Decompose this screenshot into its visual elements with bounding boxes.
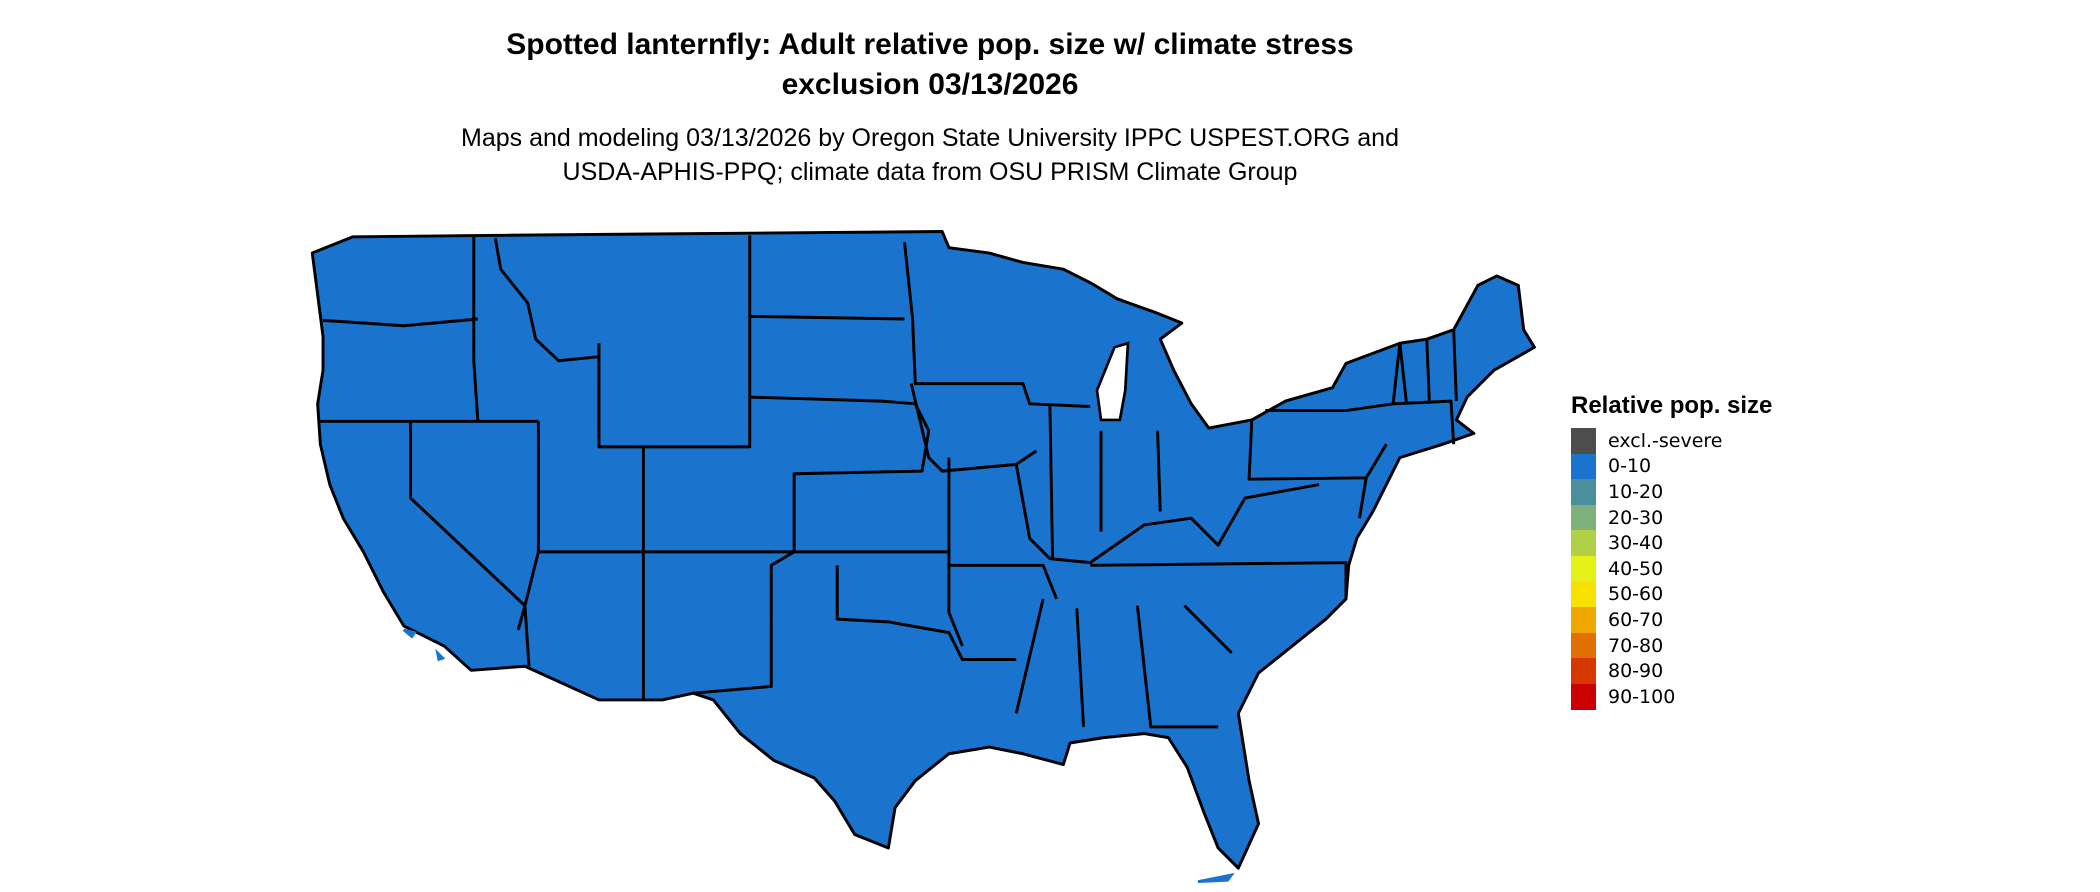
legend-label: 0-10: [1608, 455, 1652, 478]
legend-item: 0-10: [1571, 453, 1772, 480]
legend-swatch: [1571, 453, 1596, 480]
map-title-line2: exclusion 03/13/2026: [781, 68, 1079, 101]
subtitle-line1: Maps and modeling 03/13/2026 by Oregon S…: [461, 124, 1399, 152]
subtitle-line2: USDA-APHIS-PPQ; climate data from OSU PR…: [562, 158, 1298, 186]
great-lakes: [1095, 341, 1130, 422]
state-borders: [320, 235, 1458, 729]
legend-label: 90-100: [1608, 685, 1676, 708]
legend-item: 40-50: [1571, 555, 1772, 582]
legend-swatch: [1571, 504, 1596, 531]
legend-title: Relative pop. size: [1571, 392, 1773, 419]
legend-label: 60-70: [1608, 608, 1664, 631]
legend-swatch: [1571, 479, 1596, 505]
legend-item: 80-90: [1571, 658, 1772, 684]
legend-swatch: [1571, 632, 1596, 659]
legend-item: 90-100: [1571, 683, 1772, 710]
legend-label: 70-80: [1608, 634, 1664, 657]
legend-item: 70-80: [1571, 632, 1772, 659]
legend-item: 50-60: [1571, 581, 1772, 608]
legend-swatch: [1571, 555, 1596, 582]
legend-item: 60-70: [1571, 607, 1772, 633]
legend-label: 20-30: [1608, 506, 1664, 529]
islands: [402, 353, 1507, 883]
legend-item: excl.-severe: [1571, 428, 1772, 454]
legend-label: 40-50: [1608, 557, 1664, 580]
legend: Relative pop. size excl.-severe 0-10 10-20…: [1571, 392, 1772, 710]
map-title-line1: Spotted lanternfly: Adult relative pop. …: [506, 28, 1354, 61]
legend-swatch: [1571, 581, 1596, 608]
legend-swatch: [1571, 428, 1596, 454]
legend-label: 50-60: [1608, 583, 1664, 606]
legend-label: excl.-severe: [1608, 429, 1723, 452]
legend-swatch: [1571, 683, 1596, 710]
legend-item: 10-20: [1571, 479, 1772, 505]
legend-swatch: [1571, 607, 1596, 633]
legend-swatch: [1571, 658, 1596, 684]
legend-label: 10-20: [1608, 480, 1664, 503]
legend-label: 80-90: [1608, 660, 1664, 683]
legend-label: 30-40: [1608, 532, 1664, 555]
legend-item: 20-30: [1571, 504, 1772, 531]
legend-item: 30-40: [1571, 530, 1772, 556]
legend-swatch: [1571, 530, 1596, 556]
conus-outline: [310, 230, 1536, 870]
